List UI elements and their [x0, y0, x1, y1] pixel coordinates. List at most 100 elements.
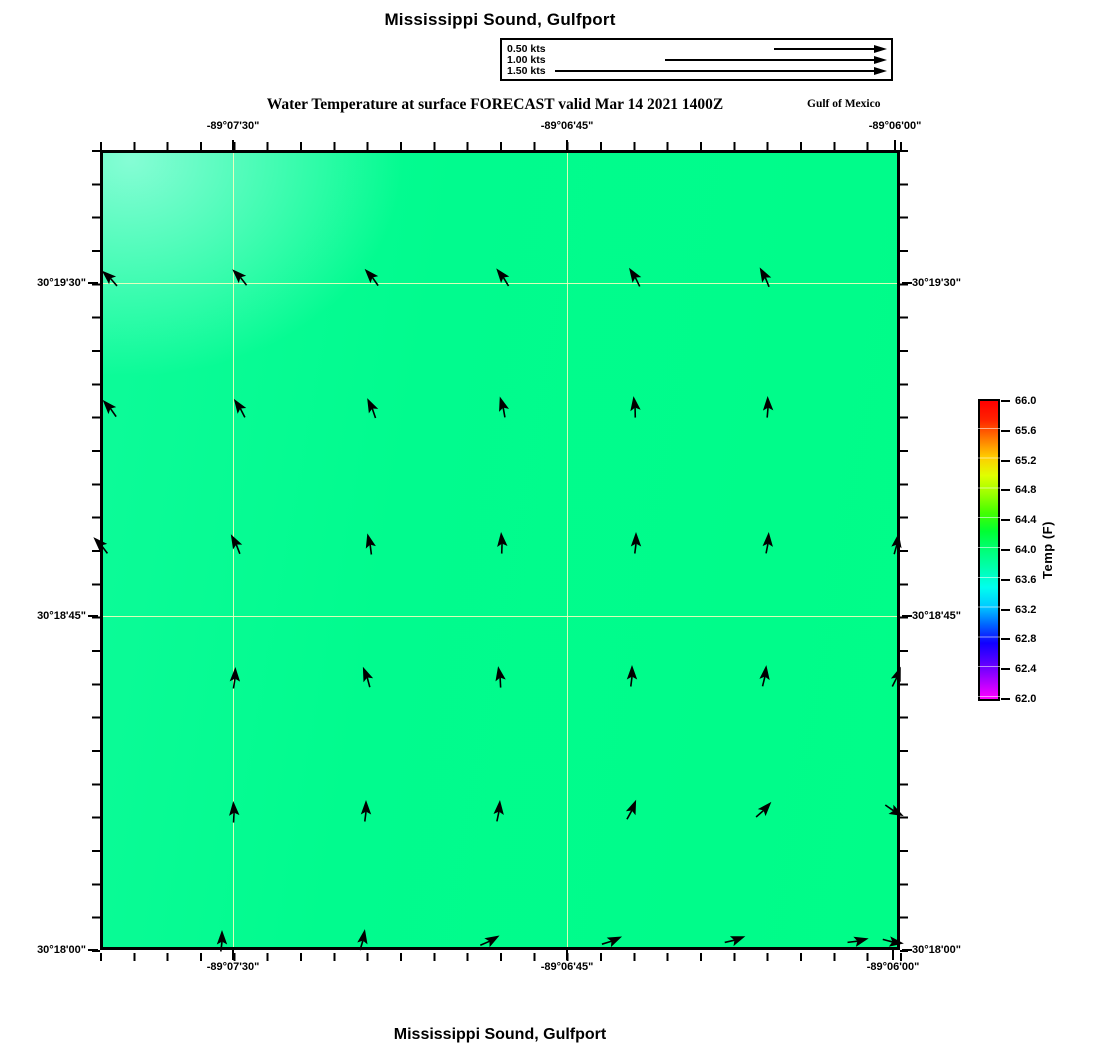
current-vector-arrow-icon [479, 935, 500, 948]
current-vector-arrow-icon [362, 666, 374, 688]
current-vector-arrow-icon [626, 665, 638, 687]
major-tick [232, 140, 234, 150]
colorbar-tick-label: 63.6 [1015, 573, 1037, 586]
major-tick [902, 615, 912, 617]
legend-label: 1.00 kts [507, 53, 546, 66]
legend-arrow-line [555, 70, 875, 72]
footer-title: Mississippi Sound, Gulfport [393, 1026, 607, 1043]
current-vector-arrow-icon [629, 267, 642, 287]
axis-label-top: -89°06'45" [540, 120, 594, 132]
current-vector-arrow-icon [495, 666, 506, 688]
axis-label-right: 30°18'00" [912, 944, 961, 956]
colorbar-tick-label: 64.0 [1015, 544, 1037, 556]
current-vector-arrow-icon [233, 398, 247, 418]
colorbar-tick-label: 66.0 [1015, 395, 1037, 407]
current-vector-arrow-icon [232, 269, 248, 286]
major-tick [902, 949, 912, 951]
colorbar-tick [1001, 638, 1010, 641]
current-vector-arrow-icon [759, 665, 770, 687]
legend-arrow-line [665, 59, 875, 61]
colorbar-tick-label: 65.2 [1015, 454, 1037, 467]
current-vector-arrow-icon [625, 799, 637, 820]
gridline-horizontal [100, 283, 900, 284]
current-vector-arrow-icon [630, 532, 642, 554]
gridline-horizontal [100, 616, 900, 617]
colorbar-tick-label: 64.8 [1015, 484, 1037, 497]
axis-ticks-bottom [100, 953, 902, 961]
current-vector-arrow-icon [229, 667, 241, 689]
major-tick [88, 615, 98, 617]
colorbar-tick-label: 64.4 [1015, 514, 1037, 527]
current-vector-arrow-icon [762, 396, 774, 418]
colorbar-tick-label: 62.8 [1015, 633, 1037, 646]
current-vector-arrow-icon [230, 534, 243, 555]
gridline-vertical [567, 150, 568, 950]
colorbar-title: Temp (F) [1040, 521, 1055, 579]
current-vector-arrow-icon [762, 532, 773, 554]
colorbar-tick-label: 62.4 [1015, 663, 1037, 676]
colorbar-tick [1001, 578, 1010, 581]
current-speed-legend: 0.50 kts 1.00 kts 1.50 kts [500, 38, 893, 81]
current-vector-arrow-icon [759, 267, 772, 288]
legend-arrow-head-icon [874, 55, 887, 64]
current-vector-arrow-icon [364, 268, 379, 287]
colorbar-tick [1001, 549, 1010, 551]
current-vector-arrow-icon [229, 801, 240, 823]
major-tick [232, 950, 234, 960]
legend-label: 0.50 kts [507, 42, 546, 55]
major-tick [88, 949, 98, 951]
colorbar-tick [1001, 668, 1010, 671]
major-tick [566, 140, 568, 150]
axis-label-bottom: -89°06'00" [866, 961, 920, 973]
axis-ticks-right [900, 150, 908, 952]
basin-label: Gulf of Mexico [807, 98, 881, 110]
major-tick [566, 950, 568, 960]
current-vector-arrow-icon [497, 532, 508, 554]
current-vector-arrow-icon [360, 800, 372, 822]
major-tick [902, 282, 912, 284]
axis-label-top: -89°07'30" [206, 120, 260, 132]
axis-label-left: 30°18'00" [37, 944, 86, 956]
axis-label-right: 30°18'45" [912, 610, 961, 622]
legend-label: 1.50 kts [507, 64, 546, 77]
current-vector-arrow-icon [882, 936, 904, 947]
plot-subtitle: Water Temperature at surface FORECAST va… [266, 96, 724, 113]
current-vector-arrow-icon [601, 936, 623, 948]
current-vector-arrow-icon [102, 399, 117, 418]
page-title: Mississippi Sound, Gulfport [384, 10, 616, 29]
colorbar-tick-label: 65.6 [1015, 424, 1037, 437]
colorbar-tick [1001, 489, 1010, 492]
colorbar-tick-label: 63.2 [1015, 603, 1037, 616]
axis-label-top: -89°06'00" [868, 120, 922, 132]
current-vector-arrow-icon [755, 801, 772, 818]
colorbar-tick [1001, 698, 1010, 700]
current-vector-arrow-icon [724, 936, 746, 947]
colorbar-tick [1001, 429, 1010, 432]
current-vector-arrow-icon [367, 398, 379, 419]
major-tick [88, 282, 98, 284]
axis-ticks-top [100, 142, 902, 150]
current-vector-arrow-icon [101, 270, 118, 287]
colorbar-tick [1001, 400, 1010, 402]
current-vector-arrow-icon [493, 800, 504, 822]
current-vector-arrow-icon [847, 936, 869, 947]
major-tick [894, 140, 896, 150]
gridline-vertical [233, 150, 234, 950]
current-vector-arrow-icon [496, 268, 510, 287]
legend-arrow-head-icon [874, 66, 887, 75]
axis-label-bottom: -89°07'30" [206, 961, 260, 973]
axis-label-left: 30°19'30" [37, 277, 86, 289]
major-tick [892, 950, 894, 960]
axis-ticks-left [92, 150, 100, 952]
current-vector-arrow-icon [630, 396, 641, 418]
map-border [100, 150, 900, 950]
colorbar-tick [1001, 519, 1010, 522]
legend-arrow-line [774, 48, 875, 50]
axis-label-right: 30°19'30" [912, 277, 961, 289]
current-vector-arrow-icon [499, 396, 509, 418]
colorbar-tick [1001, 459, 1010, 462]
legend-arrow-head-icon [874, 44, 887, 53]
colorbar-tick-label: 62.0 [1015, 693, 1037, 705]
current-vector-arrow-icon [365, 533, 376, 555]
